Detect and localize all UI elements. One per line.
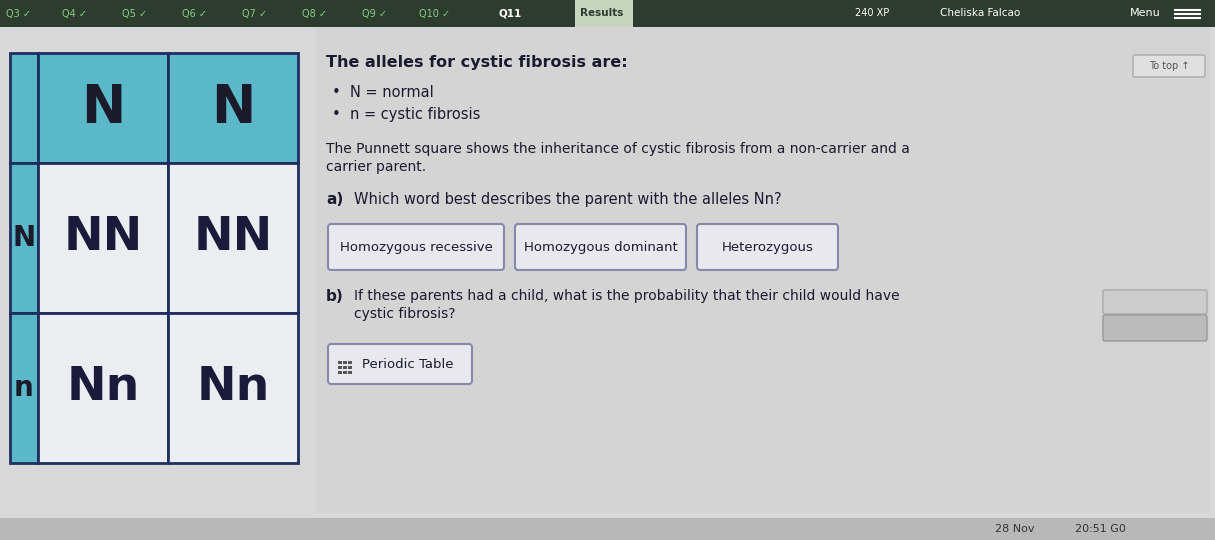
Text: 28 Nov: 28 Nov [995,524,1034,534]
Text: To top ↑: To top ↑ [1148,61,1189,71]
Text: carrier parent.: carrier parent. [326,160,426,174]
Text: a): a) [326,192,344,207]
Text: Q6 ✓: Q6 ✓ [182,9,208,18]
FancyBboxPatch shape [1134,55,1205,77]
Text: Q4 ✓: Q4 ✓ [62,9,87,18]
Text: Periodic Table: Periodic Table [362,357,453,370]
Text: Nn: Nn [67,366,140,410]
Text: 20:51 G0: 20:51 G0 [1075,524,1126,534]
Bar [343,361,346,364]
Text: Nn: Nn [197,366,270,410]
Bar [168,313,298,463]
Bar [338,370,341,374]
Text: Q9 ✓: Q9 ✓ [362,9,388,18]
Bar [10,163,38,313]
Bar [38,53,168,163]
Bar [338,366,341,369]
Bar [316,27,1210,513]
Bar [575,0,633,27]
Bar [168,53,298,163]
Text: Which word best describes the parent with the alleles Nn?: Which word best describes the parent wit… [354,192,781,207]
Bar [38,163,168,313]
Text: b): b) [326,289,344,304]
Text: Homozygous recessive: Homozygous recessive [339,240,492,253]
Text: Q10 ✓: Q10 ✓ [419,9,451,18]
Text: 240 XP: 240 XP [855,9,889,18]
Text: Q5 ✓: Q5 ✓ [123,9,147,18]
Text: N: N [81,82,125,134]
Text: Menu: Menu [1130,9,1160,18]
Text: Homozygous dominant: Homozygous dominant [524,240,678,253]
Text: N: N [12,224,35,252]
Text: N: N [211,82,255,134]
Text: The alleles for cystic fibrosis are:: The alleles for cystic fibrosis are: [326,55,628,70]
Text: cystic fibrosis?: cystic fibrosis? [354,307,456,321]
FancyBboxPatch shape [1103,315,1206,341]
FancyBboxPatch shape [697,224,838,270]
Bar [168,163,298,313]
Bar [10,313,38,463]
FancyBboxPatch shape [328,224,504,270]
Text: Cheliska Falcao: Cheliska Falcao [940,9,1021,18]
Text: If these parents had a child, what is the probability that their child would hav: If these parents had a child, what is th… [354,289,899,303]
Text: •  N = normal: • N = normal [332,85,434,100]
Text: Results: Results [581,9,623,18]
Bar [38,313,168,463]
FancyBboxPatch shape [515,224,686,270]
FancyBboxPatch shape [328,344,471,384]
Text: Q11: Q11 [498,9,521,18]
Text: Heterozygous: Heterozygous [722,240,813,253]
Bar [343,370,346,374]
Text: The Punnett square shows the inheritance of cystic fibrosis from a non-carrier a: The Punnett square shows the inheritance… [326,142,910,156]
Text: Q3 ✓: Q3 ✓ [6,9,30,18]
FancyBboxPatch shape [1103,290,1206,314]
Text: NN: NN [63,215,142,260]
Bar [10,53,38,163]
Text: NN: NN [193,215,272,260]
Bar [347,361,351,364]
Text: Q7 ✓: Q7 ✓ [243,9,267,18]
Bar [338,361,341,364]
Text: n: n [15,374,34,402]
Text: Q8 ✓: Q8 ✓ [303,9,328,18]
Bar [343,366,346,369]
Bar [347,366,351,369]
Bar [0,0,1215,27]
Text: •  n = cystic fibrosis: • n = cystic fibrosis [332,107,480,122]
Bar [0,518,1215,540]
Bar [347,370,351,374]
